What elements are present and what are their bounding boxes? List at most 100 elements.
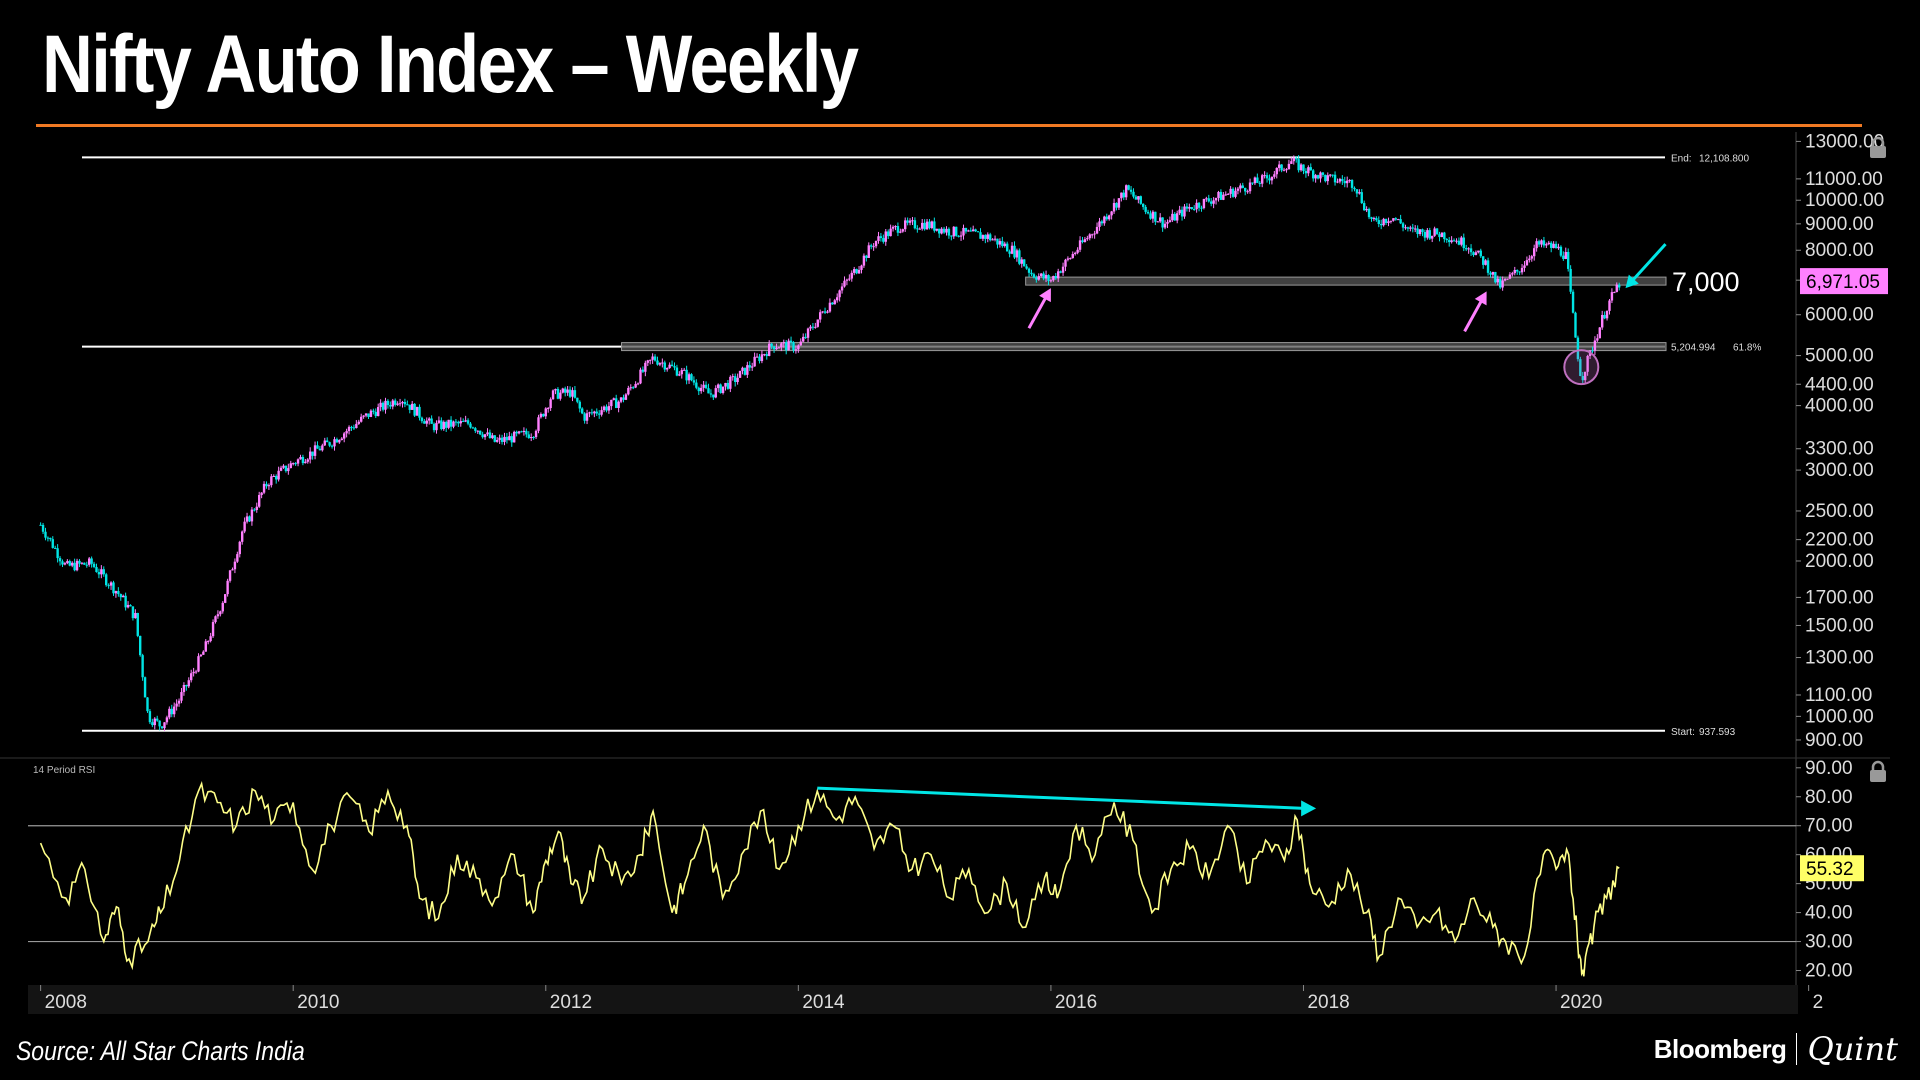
price-candle (100, 569, 103, 575)
price-candle (884, 231, 887, 242)
price-candle (1576, 337, 1580, 360)
price-candle (984, 235, 987, 239)
price-candle (1491, 271, 1495, 275)
price-candle (250, 509, 254, 522)
price-candle (1326, 175, 1329, 182)
price-candle (258, 495, 261, 507)
price-candle (398, 403, 402, 405)
price-candle (1142, 203, 1145, 207)
price-candle (355, 423, 358, 429)
price-candle (1229, 188, 1232, 194)
price-candle (1095, 226, 1099, 234)
price-candle (1591, 350, 1594, 352)
price-candle (457, 421, 460, 424)
price-candle (109, 582, 113, 586)
price-candle (136, 612, 139, 636)
price-candle (126, 604, 130, 608)
price-candle (287, 468, 290, 472)
price-candle (1258, 182, 1261, 184)
price-candle (1409, 227, 1412, 229)
price-candle (241, 531, 244, 542)
price-candle (245, 516, 249, 522)
price-candle (1057, 271, 1060, 279)
price-candle (498, 437, 501, 441)
price-candle (134, 612, 137, 619)
price-candle (874, 240, 878, 247)
price-candle (202, 651, 205, 655)
price-candle (712, 394, 715, 398)
lock-icon (1870, 136, 1886, 158)
price-candle (282, 465, 285, 468)
price-candle (83, 562, 86, 565)
rsi-trend-arrow-head (1301, 800, 1317, 817)
price-candle (1598, 327, 1601, 339)
price-candle (894, 226, 897, 228)
price-candle (736, 377, 739, 383)
price-candles (39, 155, 1621, 731)
price-candle (1127, 185, 1130, 190)
price-candle (386, 400, 390, 406)
price-candle (1399, 219, 1402, 224)
price-candle (168, 708, 171, 718)
price-candle (66, 561, 69, 564)
price-candle (1100, 221, 1104, 224)
annotation-arrow (1463, 297, 1485, 333)
price-candle (649, 359, 652, 361)
price-candle (114, 591, 118, 594)
price-candle (1025, 266, 1028, 269)
price-candle (238, 541, 241, 555)
price-candle (299, 456, 302, 460)
price-candle (1477, 250, 1480, 253)
price-candle (1171, 213, 1174, 221)
price-candle (151, 722, 154, 726)
price-candle (1112, 202, 1116, 212)
price-y-tick-label: 3300.00 (1805, 439, 1874, 460)
rsi-value-tag (1800, 855, 1864, 882)
price-candle (95, 566, 98, 573)
price-candle (1307, 167, 1310, 174)
price-candle (1414, 228, 1417, 230)
price-candle (500, 437, 504, 442)
price-candle (585, 413, 589, 421)
price-candle (804, 336, 807, 338)
price-candle (415, 406, 419, 416)
price-candle (1071, 254, 1074, 259)
price-candle (418, 406, 421, 418)
price-candle (379, 402, 382, 408)
price-candle (384, 400, 387, 410)
price-candle (1117, 198, 1121, 208)
price-candle (80, 562, 84, 564)
price-candle (1295, 158, 1298, 160)
price-y-tick-label: 1700.00 (1805, 587, 1874, 608)
price-candle (955, 226, 958, 236)
price-candle (636, 383, 640, 385)
price-candle (306, 459, 309, 462)
price-candle (680, 370, 683, 375)
price-candle (1574, 312, 1577, 338)
price-candle (1178, 209, 1181, 214)
price-candle (724, 382, 727, 387)
price-candle (51, 539, 54, 548)
price-candle (1557, 246, 1560, 249)
price-candle (279, 467, 283, 471)
x-tick-label: 2016 (1055, 992, 1097, 1013)
price-candle (92, 563, 96, 567)
price-candle (88, 558, 91, 565)
price-candle (141, 655, 144, 678)
price-candle (1392, 218, 1395, 221)
price-y-tick-label: 4400.00 (1805, 374, 1874, 395)
price-candle (396, 403, 399, 405)
price-candle (1030, 272, 1033, 275)
price-candle (1319, 172, 1322, 179)
title-divider (36, 124, 1862, 127)
price-candle (1236, 188, 1240, 191)
price-candle (1542, 240, 1546, 246)
price-candle (695, 382, 698, 388)
price-candle (935, 228, 938, 231)
price-candle (848, 278, 851, 280)
price-candle (755, 356, 759, 358)
price-candle (391, 400, 394, 407)
price-candle (1125, 185, 1128, 198)
